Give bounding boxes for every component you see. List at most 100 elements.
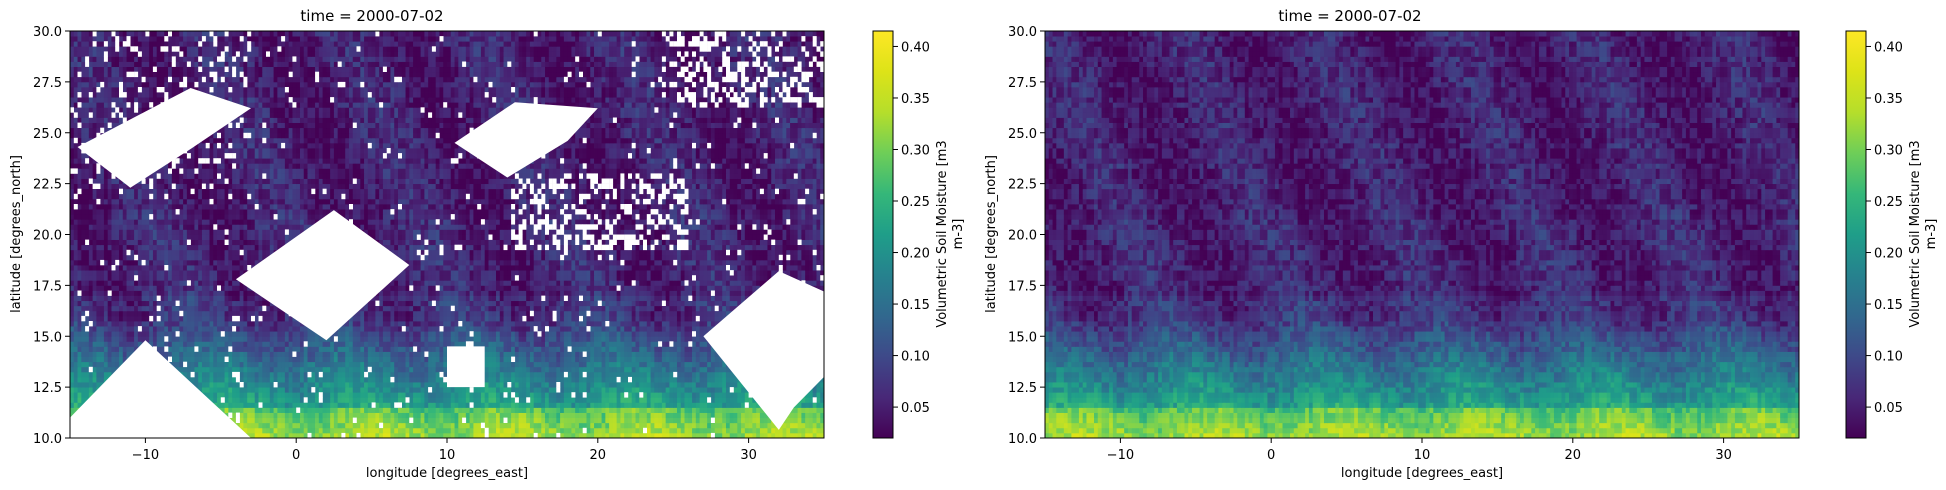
heatmap-cell: [432, 362, 436, 367]
heatmap-cell: [696, 341, 700, 346]
heatmap-cell: [526, 352, 530, 357]
heatmap-cell: [583, 331, 587, 336]
heatmap-cell: [413, 423, 417, 428]
heatmap-cell: [323, 402, 327, 407]
heatmap-cell: [571, 423, 575, 428]
heatmap-cell: [685, 402, 689, 407]
heatmap-cell: [432, 367, 436, 372]
heatmap-cell: [620, 407, 624, 412]
heatmap-cell: [421, 413, 425, 418]
heatmap-cell: [537, 397, 541, 402]
heatmap-cell: [669, 423, 673, 428]
heatmap-cell: [515, 377, 519, 382]
heatmap-cell: [496, 413, 500, 418]
heatmap-cell: [383, 367, 387, 372]
heatmap-cell: [213, 367, 217, 372]
heatmap-cell: [613, 311, 617, 316]
heatmap-cell: [206, 357, 210, 362]
heatmap-cell: [628, 316, 632, 321]
heatmap-cell: [677, 311, 681, 316]
heatmap-cell: [647, 331, 651, 336]
heatmap-cell: [409, 367, 413, 372]
heatmap-cell: [183, 311, 187, 316]
heatmap-cell: [579, 387, 583, 392]
heatmap-cell: [715, 397, 719, 402]
heatmap-cell: [353, 413, 357, 418]
heatmap-cell: [277, 407, 281, 412]
heatmap-cell: [504, 357, 508, 362]
heatmap-cell: [703, 428, 707, 433]
heatmap-cell: [492, 418, 496, 423]
heatmap-cell: [700, 418, 704, 423]
heatmap-cell: [485, 382, 489, 387]
heatmap-cell: [387, 402, 391, 407]
heatmap-cell: [734, 407, 738, 412]
heatmap-cell: [296, 326, 300, 331]
heatmap-cell: [700, 377, 704, 382]
heatmap-cell: [266, 316, 270, 321]
heatmap-cell: [255, 331, 259, 336]
heatmap-cell: [798, 423, 802, 428]
heatmap-cell: [707, 407, 711, 412]
heatmap-cell: [353, 321, 357, 326]
heatmap-cell: [620, 392, 624, 397]
heatmap-cell: [142, 321, 146, 326]
heatmap-cell: [266, 331, 270, 336]
heatmap-cell: [360, 346, 364, 351]
heatmap-cell: [715, 311, 719, 316]
heatmap-cell: [651, 423, 655, 428]
heatmap-cell: [662, 392, 666, 397]
heatmap-cell: [217, 336, 221, 341]
heatmap-cell: [315, 392, 319, 397]
heatmap-cell: [413, 311, 417, 316]
heatmap-cell: [304, 418, 308, 423]
heatmap-cell: [191, 321, 195, 326]
heatmap-cell: [669, 372, 673, 377]
heatmap-cell: [590, 428, 594, 433]
heatmap-cell: [387, 357, 391, 362]
heatmap-cell: [617, 423, 621, 428]
heatmap-cell: [617, 387, 621, 392]
heatmap-cell: [488, 402, 492, 407]
heatmap-cell: [579, 357, 583, 362]
heatmap-cell: [488, 336, 492, 341]
heatmap-cell: [598, 326, 602, 331]
heatmap-cell: [345, 402, 349, 407]
heatmap-cell: [74, 382, 78, 387]
heatmap-cell: [243, 407, 247, 412]
heatmap-cell: [628, 407, 632, 412]
heatmap-cell: [247, 311, 251, 316]
heatmap-cell: [398, 428, 402, 433]
heatmap-cell: [560, 321, 564, 326]
heatmap-cell: [191, 362, 195, 367]
heatmap-cell: [654, 331, 658, 336]
heatmap-cell: [462, 413, 466, 418]
heatmap-cell: [560, 331, 564, 336]
heatmap-cell: [315, 377, 319, 382]
heatmap-cell: [541, 352, 545, 357]
heatmap-cell: [357, 336, 361, 341]
heatmap-cell: [421, 362, 425, 367]
heatmap-cell: [688, 336, 692, 341]
heatmap-cell: [711, 387, 715, 392]
heatmap-cell: [432, 341, 436, 346]
heatmap-cell: [598, 387, 602, 392]
heatmap-cell: [586, 402, 590, 407]
heatmap-cell: [130, 316, 134, 321]
heatmap-cell: [168, 331, 172, 336]
heatmap-cell: [534, 321, 538, 326]
heatmap-cell: [556, 413, 560, 418]
heatmap-cell: [688, 311, 692, 316]
heatmap-cell: [296, 397, 300, 402]
heatmap-cell: [334, 413, 338, 418]
heatmap-cell: [262, 352, 266, 357]
heatmap-cell: [504, 331, 508, 336]
heatmap-cell: [485, 336, 489, 341]
heatmap-cell: [228, 336, 232, 341]
heatmap-cell: [568, 372, 572, 377]
heatmap-cell: [172, 357, 176, 362]
heatmap-cell: [586, 321, 590, 326]
heatmap-cell: [534, 382, 538, 387]
heatmap-cell: [715, 387, 719, 392]
heatmap-cell: [183, 367, 187, 372]
